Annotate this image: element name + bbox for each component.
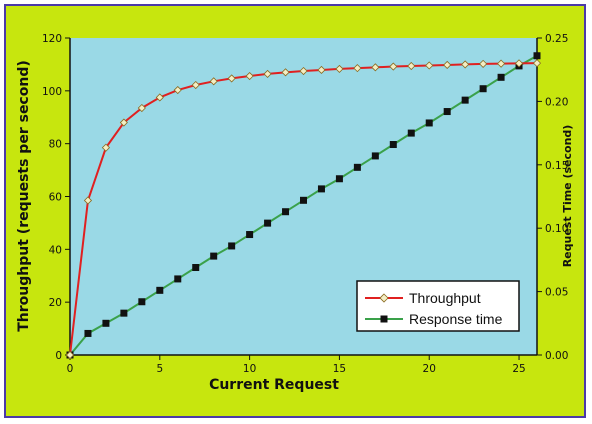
throughput-point xyxy=(497,59,506,68)
y-left-tick-label: 80 xyxy=(49,139,62,151)
y-right-tick-label: 0.10 xyxy=(545,223,568,235)
x-tick-label: 0 xyxy=(67,363,74,375)
throughput-point xyxy=(461,60,470,69)
throughput-point xyxy=(83,196,93,205)
response-time-point xyxy=(389,141,397,149)
y-left-tick-label: 60 xyxy=(49,192,62,204)
throughput-point xyxy=(479,59,488,68)
throughput-point xyxy=(173,85,182,95)
y-right-axis-title: Request Time (second) xyxy=(561,125,574,268)
response-time-point xyxy=(210,252,218,260)
throughput-response-chart: 0 5 10 15 20 25 0 20 40 60 80 100 120 0.00 0.05 0.10 0… xyxy=(16,33,574,393)
response-time-point xyxy=(479,85,487,93)
x-tick-label: 20 xyxy=(423,363,436,375)
legend-response-marker xyxy=(380,315,388,323)
response-time-point xyxy=(425,119,433,127)
y-right-tick-label: 0.00 xyxy=(545,350,568,362)
x-tick-label: 5 xyxy=(156,363,163,375)
response-time-point xyxy=(497,73,505,81)
throughput-point xyxy=(281,68,290,77)
response-time-point xyxy=(443,108,451,116)
y-left-tick-label: 40 xyxy=(49,244,62,256)
y-left-tick-label: 100 xyxy=(42,86,62,98)
x-axis-title: Current Request xyxy=(209,377,339,393)
y-left-axis-title: Throughput (requests per second) xyxy=(16,60,32,332)
y-left-tick-label: 20 xyxy=(49,297,62,309)
legend-throughput-marker xyxy=(379,293,389,303)
y-right-tick-label: 0.05 xyxy=(545,287,568,299)
response-time-point xyxy=(120,309,128,317)
response-time-point xyxy=(84,329,92,337)
y-left-tick-label: 0 xyxy=(55,350,62,362)
throughput-point xyxy=(119,118,128,127)
throughput-point xyxy=(443,60,452,70)
response-time-point xyxy=(282,208,290,216)
throughput-point xyxy=(407,61,416,71)
response-time-point xyxy=(371,152,379,160)
legend: Throughput Response time xyxy=(356,280,520,332)
response-time-point xyxy=(102,319,110,327)
legend-box xyxy=(356,280,520,332)
response-time-point xyxy=(174,275,182,283)
throughput-point xyxy=(353,64,362,73)
throughput-point xyxy=(191,80,200,90)
throughput-point xyxy=(101,143,110,152)
throughput-point xyxy=(227,74,236,83)
throughput-point xyxy=(155,93,164,102)
throughput-point xyxy=(263,69,272,78)
y-right-tick-label: 0.20 xyxy=(545,96,568,108)
x-tick-label: 10 xyxy=(243,363,256,375)
throughput-point xyxy=(532,59,542,68)
response-time-point xyxy=(407,129,415,137)
response-time-point xyxy=(533,52,541,60)
response-time-point xyxy=(246,231,254,239)
throughput-point xyxy=(371,63,380,72)
throughput-point xyxy=(245,71,254,81)
response-time-point xyxy=(138,298,146,306)
response-time-point xyxy=(461,96,469,104)
y-right-tick-label: 0.25 xyxy=(545,33,568,45)
legend-throughput-label: Throughput xyxy=(409,290,481,306)
throughput-point xyxy=(389,62,398,71)
throughput-point xyxy=(335,64,344,73)
chart-frame: 0 5 10 15 20 25 0 20 40 60 80 100 120 0.00 0.05 0.10 0… xyxy=(4,4,586,418)
response-time-point xyxy=(192,264,200,272)
x-tick-label: 15 xyxy=(333,363,346,375)
throughput-point xyxy=(65,350,75,360)
throughput-point xyxy=(137,103,146,113)
throughput-point xyxy=(209,77,218,86)
response-time-point xyxy=(353,163,361,171)
throughput-point xyxy=(425,61,434,70)
legend-response-label: Response time xyxy=(409,311,503,327)
throughput-point xyxy=(299,66,308,76)
throughput-point xyxy=(317,65,326,75)
response-time-point xyxy=(156,286,164,294)
y-right-tick-label: 0.15 xyxy=(545,160,568,172)
response-time-point xyxy=(264,219,272,227)
throughput-point xyxy=(514,59,524,68)
y-left-tick-label: 120 xyxy=(42,33,62,45)
response-time-point xyxy=(335,175,343,183)
response-time-point xyxy=(228,242,236,250)
response-time-point xyxy=(317,185,325,193)
response-time-point xyxy=(300,196,307,204)
x-tick-label: 25 xyxy=(512,363,525,375)
